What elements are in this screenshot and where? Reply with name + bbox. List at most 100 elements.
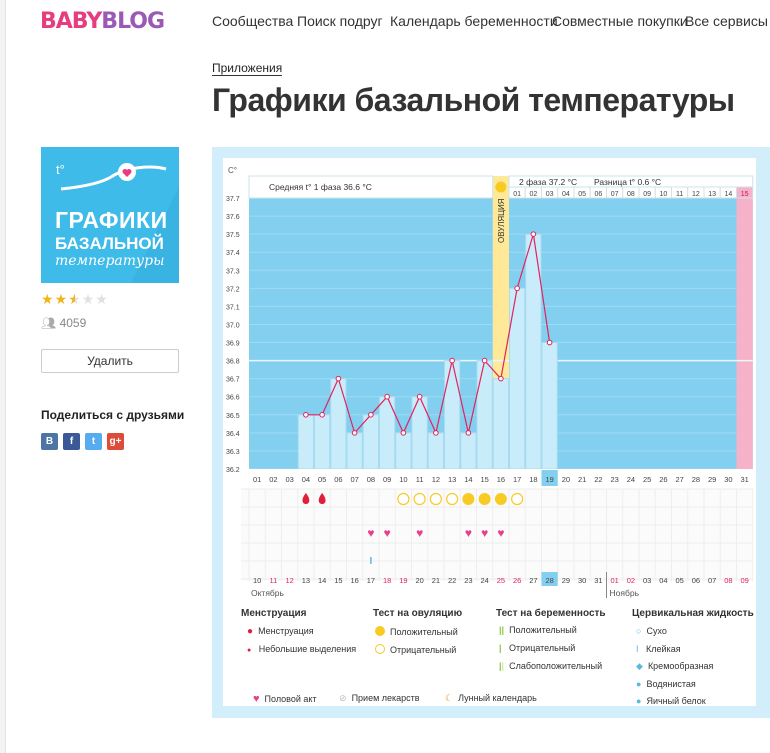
calendar-date-label: 21 — [432, 576, 440, 585]
star-icon[interactable]: ★ — [81, 291, 96, 307]
intercourse-heart-icon: ♥ — [416, 526, 423, 540]
ovulation-test-negative-icon — [429, 492, 442, 506]
temperature-point — [481, 357, 488, 364]
cycle-day-label: 08 — [367, 475, 375, 484]
pill-icon: ⊘ — [339, 693, 347, 703]
y-tick-label: 37.0 — [226, 322, 240, 329]
temperature-point — [530, 231, 537, 237]
calendar-date-label: 07 — [708, 576, 716, 585]
cycle-day-label: 21 — [578, 475, 586, 484]
app-icon-line3: температуры — [55, 253, 165, 269]
star-icon[interactable]: ★ — [41, 291, 55, 307]
cycle-day-label: 05 — [318, 475, 326, 484]
star-icon[interactable]: ★ — [54, 291, 69, 307]
ovulation-test-negative-icon — [511, 492, 524, 506]
legend-lunar-calendar: ☾ Лунный календарь — [445, 693, 537, 703]
intercourse-heart-icon: ♥ — [497, 526, 504, 540]
nav-joint-purchases[interactable]: Совместные покупки — [552, 13, 688, 29]
one-line-icon: | — [499, 643, 502, 653]
legend-cervical-sticky: Ӏ Клейкая — [636, 644, 681, 654]
temperature-bar — [346, 432, 363, 470]
calendar-date-label: 27 — [529, 576, 537, 585]
temperature-point — [368, 411, 374, 418]
cycle-day-label: 02 — [269, 475, 277, 484]
temperature-point — [449, 357, 455, 364]
y-tick-label: 37.1 — [226, 304, 240, 311]
temperature-bar — [476, 360, 493, 470]
legend-cervical-watery: ● Водянистая — [636, 679, 696, 689]
temperature-bar — [395, 432, 412, 470]
phase2-day-label: 10 — [659, 191, 667, 198]
temperature-point — [498, 375, 504, 382]
phase2-day-label: 08 — [627, 191, 635, 198]
breadcrumb[interactable]: Приложения — [212, 61, 283, 76]
temperature-line — [305, 233, 551, 435]
phase1-label: Средняя t° 1 фаза 36.6 °C — [269, 182, 372, 192]
rating-stars[interactable]: ★★★★★ — [41, 291, 109, 308]
legend-cervical-dry: ○ Сухо — [636, 626, 667, 636]
logo-part-blog: BLOG — [101, 9, 165, 34]
legend-cervical-egg-white: ● Яичный белок — [636, 696, 706, 706]
y-tick-label: 36.2 — [226, 467, 240, 474]
menstruation-drop-icon — [302, 493, 310, 504]
temperature-point — [319, 411, 325, 418]
vkontakte-icon[interactable]: В — [41, 433, 58, 450]
facebook-icon[interactable]: f — [63, 433, 80, 450]
cycle-day-label: 10 — [399, 475, 407, 484]
calendar-date-label: 12 — [285, 576, 293, 585]
y-tick-label: 37.5 — [226, 232, 240, 239]
users-count: 👥︎ 4059 — [41, 316, 86, 330]
nav-friend-search[interactable]: Поиск подруг — [297, 13, 383, 29]
calendar-date-label: 11 — [269, 576, 277, 585]
cycle-day-label: 20 — [562, 475, 570, 484]
legend-ovulation-positive: Положительный — [375, 625, 458, 637]
y-tick-label: 37.3 — [226, 268, 240, 275]
temperature-bar — [427, 432, 444, 470]
intercourse-heart-icon: ♥ — [465, 526, 472, 540]
legend-cervical-creamy: ◆ Кремообразная — [636, 661, 714, 671]
nav-all-services[interactable]: Все сервисы — [685, 13, 768, 29]
cycle-day-label: 23 — [610, 475, 618, 484]
calendar-date-label: 08 — [724, 576, 732, 585]
calendar-date-label: 19 — [399, 576, 407, 585]
dry-icon: ○ — [636, 626, 642, 636]
phase2-label: 2 фаза 37.2 °C — [519, 177, 577, 187]
babyblog-logo[interactable]: BABYBLOG — [40, 9, 165, 34]
temperature-bar — [492, 378, 509, 470]
nav-communities[interactable]: Сообщества — [212, 13, 294, 29]
cycle-day-label: 11 — [416, 475, 424, 484]
star-half-icon[interactable]: ★ — [68, 291, 82, 307]
y-tick-label: 36.4 — [226, 431, 240, 438]
delete-button[interactable]: Удалить — [41, 349, 179, 373]
legend-menstruation-item: ● Менструация — [247, 626, 314, 637]
calendar-date-label: 05 — [675, 576, 683, 585]
twitter-icon[interactable]: t — [85, 433, 102, 450]
temperature-bar — [460, 432, 477, 470]
temperature-bar — [362, 414, 379, 470]
share-title: Поделиться с друзьями — [41, 408, 185, 422]
cycle-day-label: 14 — [464, 475, 472, 484]
cervical-sticky-icon: Ӏ — [369, 556, 372, 567]
phase2-day-label: 04 — [562, 191, 570, 198]
temperature-point — [335, 375, 342, 382]
legend-pregnancy-title: Тест на беременность — [496, 608, 606, 619]
y-tick-label: 36.5 — [226, 413, 240, 420]
phase2-day-label: 11 — [676, 191, 683, 198]
cycle-day-label: 18 — [529, 475, 537, 484]
phase2-day-label: 05 — [578, 191, 586, 198]
legend-spotting-item: ● Небольшие выделения — [247, 644, 357, 654]
cycle-day-label: 22 — [594, 475, 602, 484]
nav-pregnancy-calendar[interactable]: Календарь беременности — [390, 13, 558, 29]
logo-part-baby: BABY — [40, 9, 102, 34]
phase2-day-label: 03 — [546, 191, 554, 198]
highlight-date-cell — [541, 572, 558, 586]
phase2-day-label: 14 — [724, 191, 732, 198]
temperature-point — [384, 393, 390, 400]
google-plus-icon[interactable]: g+ — [107, 433, 124, 450]
ovulation-sun-icon — [495, 181, 507, 193]
y-tick-label: 36.3 — [226, 449, 240, 456]
star-icon[interactable]: ★ — [95, 291, 109, 307]
highlight-cycle-day-cell — [541, 470, 558, 486]
y-tick-label: 37.2 — [226, 286, 240, 293]
phase2-day-cell — [736, 186, 754, 199]
